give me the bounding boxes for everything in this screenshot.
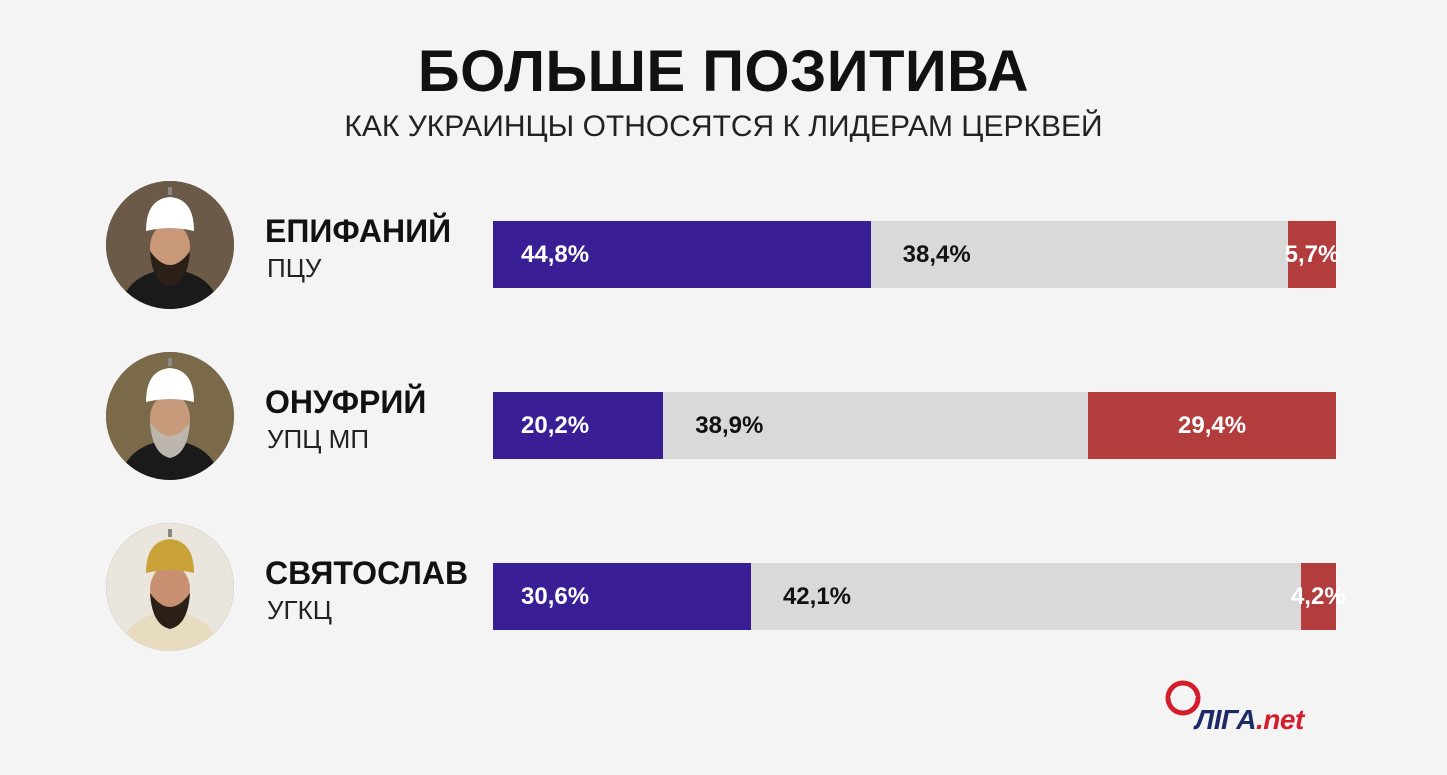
leader-row: ЕПИФАНИЙ ПЦУ 44,8% 38,4% 5,7% xyxy=(0,181,1447,311)
logo-main-text: ЛIГА xyxy=(1195,704,1257,735)
neutral-segment: 38,4% xyxy=(870,221,1288,288)
value-label: 4,2% xyxy=(1290,582,1346,610)
logo-suffix-text: .net xyxy=(1256,704,1304,735)
portrait-image xyxy=(106,523,234,651)
stacked-bar: 20,2% 38,9% 29,4% xyxy=(493,392,1336,459)
leader-row: СВЯТОСЛАВ УГКЦ 30,6% 42,1% 4,2% xyxy=(0,523,1447,653)
chart-title: БОЛЬШЕ ПОЗИТИВА xyxy=(417,39,1030,104)
leader-name: ОНУФРИЙ xyxy=(265,384,427,420)
stacked-bar: 30,6% 42,1% 4,2% xyxy=(493,563,1346,630)
leader-portrait xyxy=(106,523,234,651)
leader-name: СВЯТОСЛАВ xyxy=(265,555,469,591)
negative-segment: 29,4% xyxy=(1088,392,1336,459)
stacked-bar: 44,8% 38,4% 5,7% xyxy=(493,221,1339,288)
positive-segment: 30,6% xyxy=(493,563,751,630)
leader-portrait xyxy=(106,181,234,309)
church-name: УПЦ МП xyxy=(267,424,370,454)
leader-row: ОНУФРИЙ УПЦ МП 20,2% 38,9% 29,4% xyxy=(0,352,1447,482)
value-label: 20,2% xyxy=(521,411,590,439)
value-label: 30,6% xyxy=(521,582,590,610)
negative-segment: 5,7% xyxy=(1285,221,1339,288)
value-label: 29,4% xyxy=(1178,411,1247,439)
neutral-segment: 42,1% xyxy=(750,563,1301,630)
church-name: УГКЦ xyxy=(267,595,332,625)
value-label: 44,8% xyxy=(521,240,590,268)
portrait-image xyxy=(106,181,234,309)
liga-logo-icon xyxy=(1165,680,1201,716)
value-label: 5,7% xyxy=(1284,240,1340,268)
leader-portrait xyxy=(106,352,234,480)
positive-segment: 44,8% xyxy=(493,221,871,288)
liga-net-logo: ЛIГА.net xyxy=(1165,680,1345,740)
logo-text: ЛIГА.net xyxy=(1195,704,1304,736)
value-label: 38,4% xyxy=(902,240,971,268)
negative-segment: 4,2% xyxy=(1291,563,1346,630)
church-name: ПЦУ xyxy=(267,253,322,283)
value-label: 38,9% xyxy=(695,411,764,439)
chart-subtitle: КАК УКРАИНЦЫ ОТНОСЯТСЯ К ЛИДЕРАМ ЦЕРКВЕЙ xyxy=(344,110,1103,143)
neutral-segment: 38,9% xyxy=(663,392,1089,459)
value-label: 42,1% xyxy=(782,582,852,610)
leader-name: ЕПИФАНИЙ xyxy=(265,213,452,249)
positive-segment: 20,2% xyxy=(493,392,664,459)
portrait-image xyxy=(106,352,234,480)
